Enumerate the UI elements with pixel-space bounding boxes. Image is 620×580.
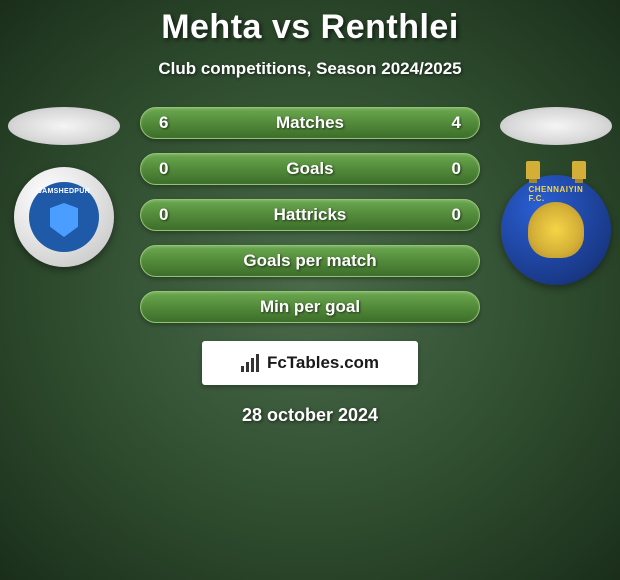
right-player-placeholder <box>500 107 612 145</box>
right-club-badge: CHENNAIYIN F.C. <box>501 175 611 285</box>
chart-icon <box>241 354 263 372</box>
left-player-placeholder <box>8 107 120 145</box>
stat-row-goals: 0 Goals 0 <box>140 153 480 185</box>
shield-icon <box>50 203 78 237</box>
content-row: JAMSHEDPUR 6 Matches 4 0 Goals 0 0 Hattr… <box>0 107 620 323</box>
branding-text: FcTables.com <box>267 353 379 373</box>
stat-right-value: 0 <box>441 205 461 225</box>
stat-label: Goals <box>179 159 441 179</box>
branding-box: FcTables.com <box>202 341 418 385</box>
trophy-icons <box>526 161 586 179</box>
page-title: Mehta vs Renthlei <box>161 8 459 47</box>
stat-label: Hattricks <box>179 205 441 225</box>
stat-right-value: 0 <box>441 159 461 179</box>
trophy-icon <box>572 161 586 179</box>
stat-label: Goals per match <box>179 251 441 271</box>
comparison-infographic: Mehta vs Renthlei Club competitions, Sea… <box>0 0 620 580</box>
left-badge-text: JAMSHEDPUR <box>38 188 90 195</box>
subtitle: Club competitions, Season 2024/2025 <box>158 59 461 79</box>
helmet-icon <box>528 202 584 258</box>
date-text: 28 october 2024 <box>242 405 378 426</box>
left-column: JAMSHEDPUR <box>8 107 120 267</box>
stat-row-goals-per-match: Goals per match <box>140 245 480 277</box>
stat-right-value: 4 <box>441 113 461 133</box>
trophy-icon <box>526 161 540 179</box>
stat-left-value: 0 <box>159 205 179 225</box>
left-badge-inner: JAMSHEDPUR <box>29 182 99 252</box>
stat-label: Min per goal <box>179 297 441 317</box>
stat-row-hattricks: 0 Hattricks 0 <box>140 199 480 231</box>
stats-column: 6 Matches 4 0 Goals 0 0 Hattricks 0 Goal… <box>140 107 480 323</box>
stat-row-matches: 6 Matches 4 <box>140 107 480 139</box>
right-badge-text: CHENNAIYIN F.C. <box>529 185 584 203</box>
stat-label: Matches <box>179 113 441 133</box>
stat-left-value: 0 <box>159 159 179 179</box>
right-column: CHENNAIYIN F.C. <box>500 107 612 285</box>
stat-row-min-per-goal: Min per goal <box>140 291 480 323</box>
stat-left-value: 6 <box>159 113 179 133</box>
left-club-badge: JAMSHEDPUR <box>14 167 114 267</box>
